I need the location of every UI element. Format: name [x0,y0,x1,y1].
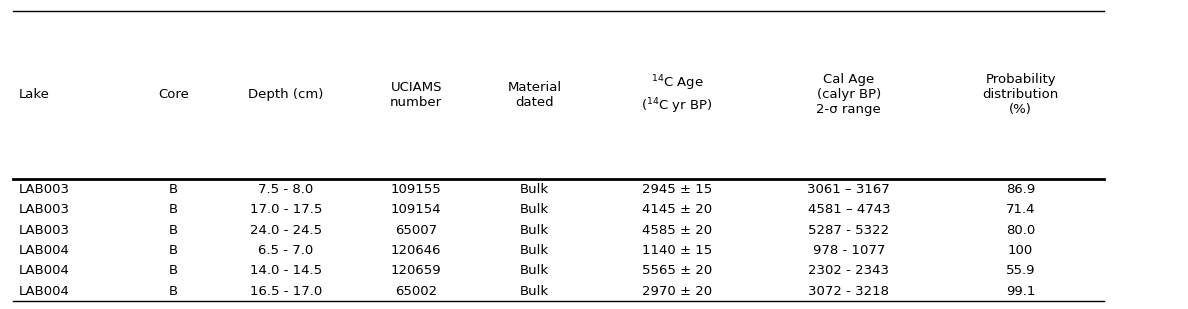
Text: 109154: 109154 [391,203,442,216]
Text: LAB003: LAB003 [19,223,70,236]
Text: B: B [169,265,178,277]
Text: 3061 – 3167: 3061 – 3167 [808,183,890,196]
Text: 4581 – 4743: 4581 – 4743 [808,203,890,216]
Text: 978 - 1077: 978 - 1077 [813,244,885,257]
Text: 120659: 120659 [391,265,442,277]
Text: Cal Age
(calyr BP)
2-σ range: Cal Age (calyr BP) 2-σ range [816,73,881,116]
Text: 6.5 - 7.0: 6.5 - 7.0 [258,244,314,257]
Text: 24.0 - 24.5: 24.0 - 24.5 [249,223,322,236]
Text: 2945 ± 15: 2945 ± 15 [642,183,712,196]
Text: 120646: 120646 [391,244,442,257]
Text: 5565 ± 20: 5565 ± 20 [642,265,712,277]
Text: 80.0: 80.0 [1006,223,1035,236]
Text: Bulk: Bulk [520,285,549,298]
Text: 86.9: 86.9 [1006,183,1035,196]
Text: UCIAMS
number: UCIAMS number [390,81,442,109]
Text: 5287 - 5322: 5287 - 5322 [808,223,890,236]
Text: 16.5 - 17.0: 16.5 - 17.0 [249,285,322,298]
Text: 99.1: 99.1 [1006,285,1036,298]
Text: Depth (cm): Depth (cm) [248,88,323,101]
Text: 65007: 65007 [396,223,437,236]
Text: Probability
distribution
(%): Probability distribution (%) [982,73,1059,116]
Text: Bulk: Bulk [520,265,549,277]
Text: B: B [169,183,178,196]
Text: 65002: 65002 [396,285,437,298]
Text: B: B [169,203,178,216]
Text: 4585 ± 20: 4585 ± 20 [642,223,712,236]
Text: Material
dated: Material dated [507,81,562,109]
Text: B: B [169,244,178,257]
Text: Bulk: Bulk [520,223,549,236]
Text: Bulk: Bulk [520,183,549,196]
Text: 4145 ± 20: 4145 ± 20 [642,203,712,216]
Text: $^{14}$C Age
($^{14}$C yr BP): $^{14}$C Age ($^{14}$C yr BP) [642,74,713,116]
Text: LAB003: LAB003 [19,183,70,196]
Text: 55.9: 55.9 [1006,265,1036,277]
Text: B: B [169,223,178,236]
Text: LAB004: LAB004 [19,285,70,298]
Text: LAB004: LAB004 [19,244,70,257]
Text: LAB004: LAB004 [19,265,70,277]
Text: 2302 - 2343: 2302 - 2343 [808,265,890,277]
Text: 3072 - 3218: 3072 - 3218 [808,285,890,298]
Text: 1140 ± 15: 1140 ± 15 [642,244,712,257]
Text: B: B [169,285,178,298]
Text: 109155: 109155 [391,183,442,196]
Text: 17.0 - 17.5: 17.0 - 17.5 [249,203,322,216]
Text: LAB003: LAB003 [19,203,70,216]
Text: Bulk: Bulk [520,244,549,257]
Text: Core: Core [158,88,189,101]
Text: Lake: Lake [19,88,50,101]
Text: 2970 ± 20: 2970 ± 20 [642,285,712,298]
Text: 7.5 - 8.0: 7.5 - 8.0 [258,183,314,196]
Text: 100: 100 [1009,244,1034,257]
Text: 71.4: 71.4 [1006,203,1036,216]
Text: Bulk: Bulk [520,203,549,216]
Text: 14.0 - 14.5: 14.0 - 14.5 [249,265,322,277]
